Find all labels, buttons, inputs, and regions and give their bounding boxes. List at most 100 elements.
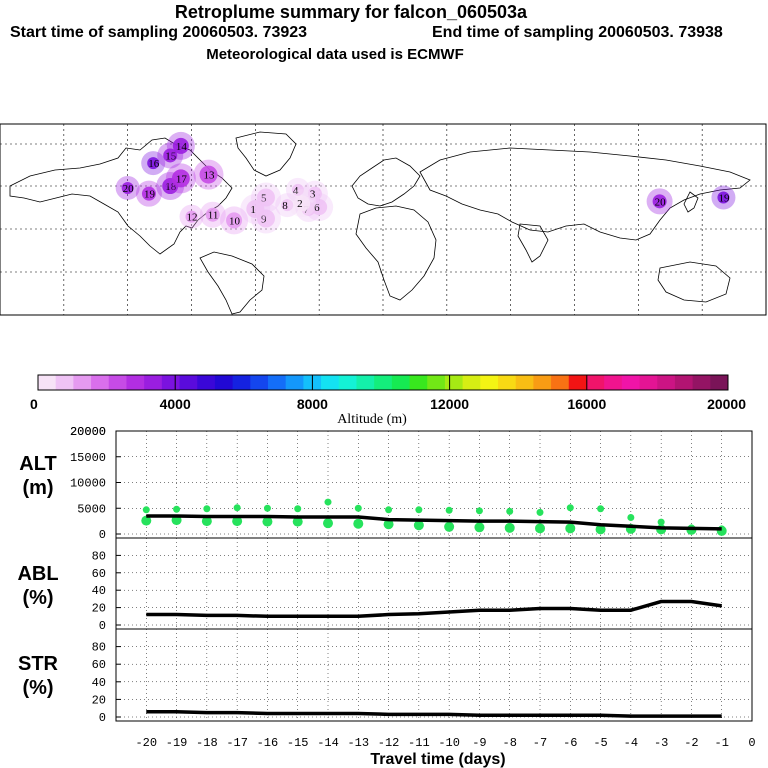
colorbar-swatch xyxy=(91,375,110,390)
plume-marker xyxy=(717,191,730,204)
plume-day-label: 9 xyxy=(261,214,267,226)
x-tick-label: -6 xyxy=(563,736,577,750)
colorbar-tick-label: 20000 xyxy=(707,396,746,412)
colorbar-axis-label: Altitude (m) xyxy=(337,412,407,427)
x-tick-label: -4 xyxy=(624,736,638,750)
plume-point-low xyxy=(504,522,515,533)
colorbar-swatch xyxy=(515,375,534,390)
y-axis-unit: (%) xyxy=(22,587,53,609)
y-tick-label: 20000 xyxy=(70,425,106,439)
colorbar-tick-label: 4000 xyxy=(160,396,191,412)
plume-day-label: 4 xyxy=(293,185,299,197)
plume-marker xyxy=(307,186,322,201)
x-tick-label: -14 xyxy=(317,736,339,750)
colorbar-swatch xyxy=(356,375,375,390)
colorbar-swatch xyxy=(73,375,92,390)
colorbar-swatch xyxy=(621,375,641,390)
coast-africa xyxy=(355,205,437,301)
colorbar-swatch xyxy=(161,375,181,390)
plume-point-high xyxy=(627,514,635,522)
x-tick-label: -1 xyxy=(715,736,729,750)
plume-point-high xyxy=(566,504,574,512)
plume-point-high xyxy=(203,505,211,513)
y-tick-label: 15000 xyxy=(70,451,106,465)
colorbar-swatch xyxy=(551,375,570,390)
panel-abl: 0 20 40 60 80 ABL(%) xyxy=(17,537,753,633)
plume-marker xyxy=(172,137,189,154)
y-tick-label: 60 xyxy=(92,658,106,672)
plume-day-label: 13 xyxy=(204,170,216,182)
plume-day-label: 17 xyxy=(176,173,188,185)
series-line-str xyxy=(146,709,722,718)
coast-japan xyxy=(683,191,699,213)
plume-point-high xyxy=(354,504,362,512)
colorbar-swatch xyxy=(250,375,269,390)
plume-day-label: 20 xyxy=(123,183,134,195)
coast-asia xyxy=(419,147,751,241)
plume-point-low xyxy=(141,515,152,526)
colorbar-swatch xyxy=(285,375,304,390)
colorbar-swatch xyxy=(710,375,729,390)
y-tick-label: 0 xyxy=(99,619,106,633)
y-axis-title: STR xyxy=(18,653,59,675)
x-tick-label: -5 xyxy=(593,736,607,750)
y-tick-label: 0 xyxy=(99,528,106,542)
plume-day-label: 3 xyxy=(310,189,316,201)
colorbar-swatch xyxy=(126,375,145,390)
colorbar-tick-label: 0 xyxy=(30,396,38,412)
plume-point-low xyxy=(444,521,455,532)
met-data-label: Meteorological data used is ECMWF xyxy=(206,46,464,63)
coast-south-america xyxy=(199,251,265,315)
colorbar-swatch xyxy=(179,375,198,390)
plume-point-high xyxy=(445,506,453,514)
y-axis-unit: (%) xyxy=(22,677,53,699)
plume-point-low xyxy=(535,523,545,534)
plume-marker xyxy=(121,181,134,194)
colorbar-swatch xyxy=(268,375,287,390)
x-tick-label: -20 xyxy=(135,736,157,750)
colorbar-frame xyxy=(37,374,729,391)
coast-india xyxy=(517,223,549,263)
plume-point-high xyxy=(536,508,544,516)
plume-point-high xyxy=(324,498,332,506)
y-axis-title: ALT xyxy=(19,453,56,475)
plume-day-label: 8 xyxy=(282,200,288,212)
plume-day-label: 19 xyxy=(718,193,730,205)
plume-point-low xyxy=(201,516,212,527)
plume-day-label: 1 xyxy=(250,204,256,216)
y-tick-label: 5000 xyxy=(77,502,106,516)
plume-marker xyxy=(291,183,304,196)
altitude-colorbar: 0 4000 8000 12000 16000 20000 Altitude (m) xyxy=(30,374,746,427)
y-tick-label-top: 20000 xyxy=(70,425,106,439)
x-tick-label: -15 xyxy=(287,736,309,750)
plume-marker xyxy=(141,186,156,201)
plume-point-low xyxy=(353,518,364,529)
y-tick-label: 80 xyxy=(92,641,106,655)
x-tick-label: 0 xyxy=(748,736,755,750)
x-tick-label: -7 xyxy=(533,736,547,750)
plume-day-label: 20 xyxy=(655,196,667,208)
sampling-times: Start time of sampling 20060503. 73923 E… xyxy=(10,24,723,42)
y-tick-label: 40 xyxy=(92,676,106,690)
x-tick-label: -8 xyxy=(503,736,517,750)
plume-point-low xyxy=(565,523,576,534)
plume-day-label: 14 xyxy=(176,141,188,153)
colorbar-swatch xyxy=(639,375,658,390)
x-tick-label: -11 xyxy=(408,736,430,750)
plume-point-high xyxy=(657,518,665,526)
plume-point-high xyxy=(233,504,241,512)
plume-point-high xyxy=(173,505,181,513)
panel-frame xyxy=(115,628,753,722)
plume-point-low xyxy=(413,520,424,531)
plume-point-high xyxy=(506,507,514,515)
plume-marker xyxy=(205,207,220,222)
plume-point-high xyxy=(385,506,393,514)
plume-point-low xyxy=(262,516,273,527)
x-axis-title: Travel time (days) xyxy=(370,751,505,768)
x-tick-label: -17 xyxy=(226,736,248,750)
colorbar-swatch xyxy=(586,375,605,390)
